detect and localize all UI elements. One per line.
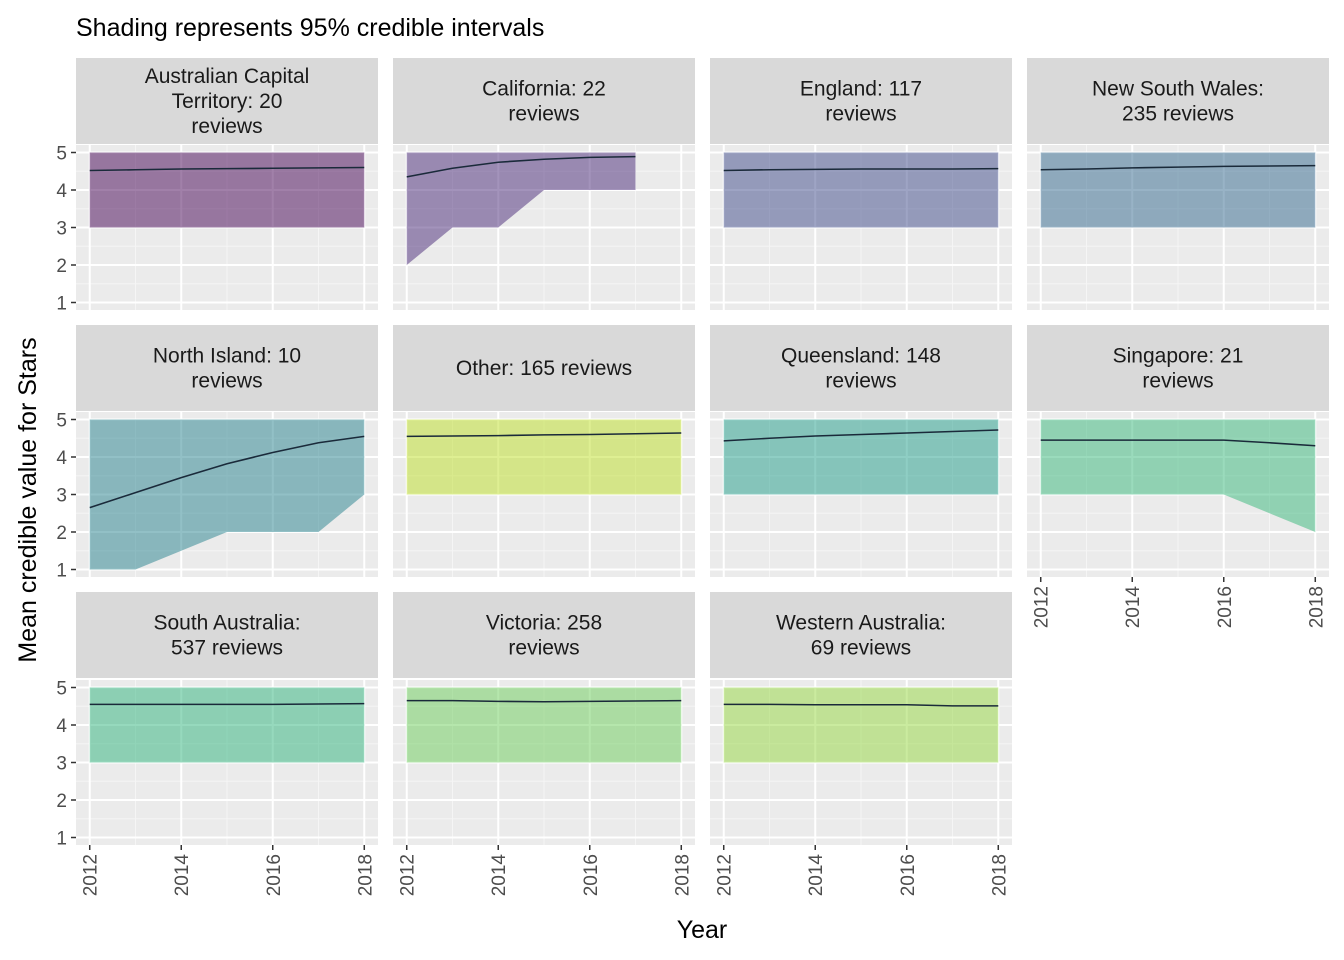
credible-interval-ribbon: [1040, 152, 1316, 228]
mean-line: [406, 155, 636, 178]
credible-interval-ribbon: [89, 152, 365, 228]
y-tick-label: 1: [56, 829, 67, 850]
y-tick-label: 1: [56, 561, 67, 582]
mean-line: [406, 699, 682, 703]
mean-line: [89, 166, 365, 172]
facet-panel: North Island: 10 reviews 1 2 3 4 5: [56, 325, 378, 582]
x-tick-label: 2014: [1123, 586, 1144, 629]
y-axis-title: Mean credible value for Stars: [14, 337, 42, 662]
facet-label: Victoria: 258 reviews: [486, 612, 602, 660]
credible-interval-ribbon: [89, 419, 365, 570]
mean-line: [89, 702, 365, 706]
x-tick-label: 2014: [172, 854, 193, 897]
x-tick-label: 2012: [1032, 586, 1053, 628]
facet-strip: [710, 325, 1012, 411]
mean-line: [1040, 164, 1316, 171]
facet-strip: [76, 58, 378, 144]
facet-panel: Singapore: 21 reviews 2012 2014 2016 2018: [1027, 325, 1329, 628]
facet-strip: [393, 325, 695, 411]
credible-interval-ribbon: [406, 152, 636, 265]
credible-interval-ribbon: [406, 687, 682, 763]
mean-line: [89, 435, 365, 509]
facet-strip: [1027, 325, 1329, 411]
facet-panel: Victoria: 258 reviews 2012 2014 2016 2018: [393, 592, 695, 896]
x-tick-label: 2016: [581, 854, 602, 896]
facet-panel: New South Wales: 235 reviews: [1027, 58, 1329, 310]
facet-panel: Other: 165 reviews: [393, 325, 695, 577]
chart-title: Shading represents 95% credible interval…: [76, 14, 544, 42]
mean-line: [723, 167, 999, 172]
y-tick-label: 5: [56, 144, 67, 165]
mean-line: [723, 703, 999, 707]
facet-label: England: 117 reviews: [800, 78, 922, 126]
facet-label: North Island: 10 reviews: [153, 345, 301, 393]
y-tick-label: 1: [56, 294, 67, 315]
mean-line: [723, 429, 999, 442]
credible-interval-ribbon: [723, 419, 999, 495]
x-tick-label: 2014: [806, 854, 827, 897]
y-tick-label: 2: [56, 523, 67, 544]
x-tick-label: 2014: [489, 854, 510, 897]
facet-label: South Australia: 537 reviews: [153, 612, 300, 660]
y-tick-label: 2: [56, 256, 67, 277]
credible-interval-ribbon: [1040, 419, 1316, 532]
facet-label: California: 22 reviews: [482, 78, 606, 126]
credible-interval-ribbon: [723, 152, 999, 228]
y-tick-label: 4: [56, 181, 67, 202]
facet-panel: England: 117 reviews: [710, 58, 1012, 310]
x-tick-label: 2012: [715, 854, 736, 896]
credible-interval-ribbon: [406, 419, 682, 495]
facet-label: Australian Capital Territory: 20 reviews: [145, 65, 310, 138]
facet-label: Queensland: 148 reviews: [781, 345, 941, 393]
mean-line: [1040, 439, 1316, 447]
facet-strip: [393, 592, 695, 678]
facet-panel: California: 22 reviews: [393, 58, 695, 310]
facet-strip: [710, 58, 1012, 144]
x-tick-label: 2018: [672, 854, 693, 896]
facet-panel: Western Australia: 69 reviews 2012 2014 2016…: [710, 592, 1012, 896]
x-tick-label: 2016: [898, 854, 919, 896]
y-tick-label: 3: [56, 486, 67, 507]
facet-label: Singapore: 21 reviews: [1113, 345, 1244, 393]
y-tick-label: 3: [56, 219, 67, 240]
facet-strip: [1027, 58, 1329, 144]
facet-label: Other: 165 reviews: [456, 357, 632, 380]
facet-strip: [76, 592, 378, 678]
y-tick-label: 3: [56, 754, 67, 775]
x-tick-label: 2012: [398, 854, 419, 896]
facet-strip: [710, 592, 1012, 678]
facet-panel: South Australia: 537 reviews 1 2 3 4 5 2012 2014…: [56, 592, 378, 896]
facet-label: New South Wales: 235 reviews: [1092, 78, 1264, 126]
y-tick-label: 2: [56, 791, 67, 812]
facet-panel: Australian Capital Territory: 20 reviews 1 2…: [56, 58, 378, 315]
y-tick-label: 4: [56, 448, 67, 469]
x-tick-label: 2012: [81, 854, 102, 896]
y-tick-label: 4: [56, 716, 67, 737]
facet-strip: [76, 325, 378, 411]
facet-panel: Queensland: 148 reviews: [710, 325, 1012, 577]
x-tick-label: 2018: [989, 854, 1010, 896]
facet-strip: [393, 58, 695, 144]
credible-interval-ribbon: [89, 687, 365, 763]
x-tick-label: 2018: [1306, 586, 1327, 628]
x-tick-label: 2016: [1215, 586, 1236, 628]
x-axis-title: Year: [677, 916, 728, 944]
y-tick-label: 5: [56, 679, 67, 700]
facet-label: Western Australia: 69 reviews: [776, 612, 946, 660]
x-tick-label: 2016: [264, 854, 285, 896]
facet-panels: Australian Capital Territory: 20 reviews12…: [56, 58, 1329, 896]
credible-interval-ribbon: [723, 687, 999, 763]
x-tick-label: 2018: [355, 854, 376, 896]
mean-line: [406, 432, 682, 438]
y-tick-label: 5: [56, 411, 67, 432]
